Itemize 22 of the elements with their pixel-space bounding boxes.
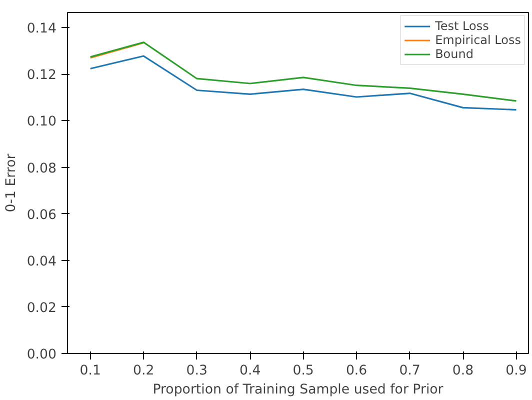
x-tick-label: 0.1: [80, 364, 101, 378]
y-tick-label: 0.06: [26, 208, 57, 223]
y-tick-label: 0.10: [26, 114, 57, 130]
x-tick-label: 0.9: [506, 364, 527, 378]
y-tick-label: 0.14: [26, 22, 57, 37]
x-axis-title: Proportion of Training Sample used for Prior: [152, 382, 444, 398]
legend-label: Empirical Loss: [435, 33, 521, 47]
x-tick-label: 0.8: [452, 364, 474, 378]
x-tick-label: 0.6: [346, 364, 368, 378]
y-tick-label: 0.08: [26, 161, 57, 176]
x-tick-label: 0.7: [399, 364, 420, 378]
y-tick-label: 0.00: [26, 348, 57, 362]
x-tick-label: 0.2: [133, 364, 154, 378]
y-tick-label: 0.12: [26, 68, 57, 84]
x-tick-label: 0.4: [239, 364, 261, 378]
legend-label: Bound: [435, 47, 474, 61]
y-tick-label: 0.02: [26, 300, 57, 316]
y-axis-title: 0-1 Error: [4, 153, 19, 212]
y-tick-label: 0.04: [26, 254, 57, 270]
x-tick-label: 0.3: [186, 364, 208, 378]
x-tick-label: 0.5: [292, 364, 314, 378]
legend-label: Test Loss: [435, 19, 489, 33]
